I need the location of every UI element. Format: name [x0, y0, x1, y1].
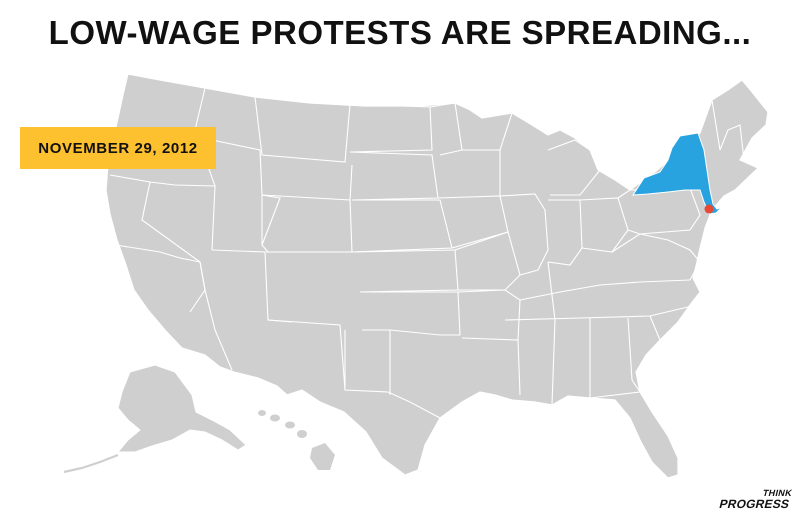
state-border	[349, 164, 353, 201]
state-borders	[109, 87, 759, 419]
state-border	[649, 315, 661, 341]
state-border	[261, 195, 269, 253]
state-border	[429, 102, 463, 156]
hawaii	[258, 410, 335, 470]
new-york-highlight	[632, 132, 723, 215]
hawaii-island	[270, 414, 280, 422]
state-border	[254, 96, 351, 163]
state-border	[519, 279, 691, 301]
aleutian-islands	[63, 453, 119, 474]
state-border	[547, 261, 556, 406]
hawaii-island	[297, 430, 307, 438]
state-border	[627, 317, 641, 393]
state-border	[589, 391, 641, 399]
date-badge: NOVEMBER 29, 2012	[20, 127, 216, 169]
state-border	[437, 195, 509, 249]
contiguous-us-land	[105, 73, 769, 479]
state-border	[499, 193, 549, 276]
hawaii-island	[285, 421, 295, 429]
contiguous-us-shape	[105, 73, 769, 479]
hawaii-big-island	[310, 443, 335, 470]
thinkprogress-logo: THINK PROGRESS	[717, 488, 793, 513]
state-border	[719, 124, 745, 161]
state-border	[504, 305, 693, 321]
state-border	[611, 233, 701, 281]
state-border	[349, 103, 433, 153]
state-border	[267, 319, 346, 391]
state-border	[743, 159, 759, 169]
state-border	[351, 199, 453, 253]
state-border	[711, 99, 721, 151]
nyc-marker	[704, 204, 714, 214]
state-border	[547, 139, 601, 196]
state-border	[199, 261, 233, 371]
state-border	[115, 244, 201, 263]
state-border	[261, 194, 353, 253]
page-title: LOW-WAGE PROTESTS ARE SPREADING...	[48, 14, 752, 51]
state-border	[349, 151, 439, 201]
logo-line-2: PROGRESS	[717, 497, 791, 511]
state-border	[499, 112, 513, 151]
alaska-shape	[116, 364, 247, 453]
new-york-state	[632, 132, 723, 215]
state-border	[351, 249, 459, 293]
state-border	[360, 291, 461, 336]
state-border	[109, 174, 216, 187]
alaska	[63, 364, 247, 474]
state-border	[344, 330, 441, 419]
state-border	[517, 339, 521, 396]
hawaii-island	[258, 410, 266, 416]
